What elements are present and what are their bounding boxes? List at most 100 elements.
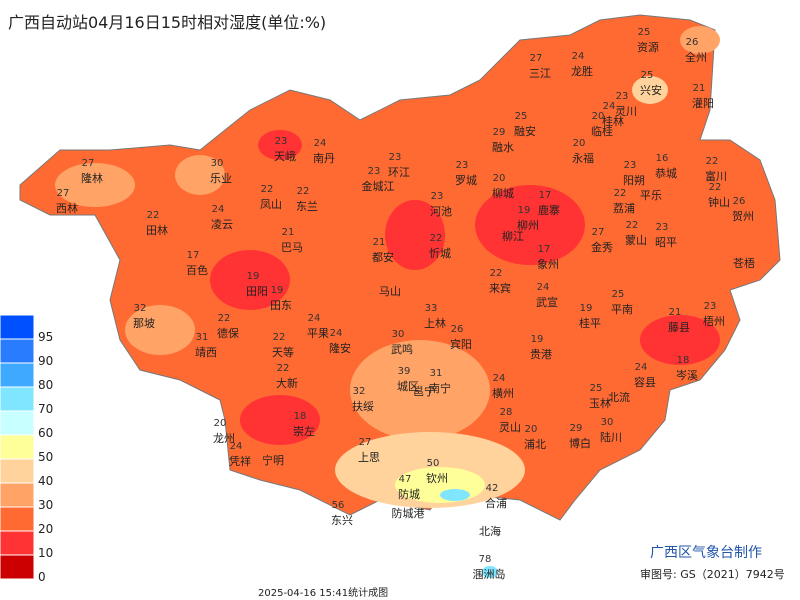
station-value: 24: [493, 373, 506, 384]
station-name: 灌阳: [692, 97, 714, 110]
station-name: 梧州: [703, 314, 725, 328]
station-value: 42: [486, 483, 499, 494]
station-name: 隆林: [81, 171, 103, 185]
station-value: 47: [399, 474, 412, 485]
station-name: 玉林: [589, 396, 611, 410]
station-value: 23: [431, 191, 444, 202]
station-name: 环江: [388, 166, 410, 179]
legend-swatch: [0, 386, 35, 412]
station-name: 柳江: [502, 229, 524, 243]
station-value: 22: [218, 313, 231, 324]
station-name: 全州: [685, 50, 707, 64]
station-value: 24: [572, 51, 585, 62]
legend-swatch: [0, 506, 35, 532]
station-name: 灵川: [615, 105, 637, 118]
station-value: 22: [261, 184, 274, 195]
station-value: 22: [706, 156, 719, 167]
station-value: 22: [273, 332, 286, 343]
station-name: 德保: [217, 326, 239, 340]
station-value: 31: [196, 332, 209, 343]
timestamp: 2025-04-16 15:41统计成图: [258, 586, 388, 599]
station-name: 临桂: [591, 124, 613, 138]
station-name: 苍梧: [733, 256, 755, 270]
station-name: 富川: [705, 169, 727, 183]
station-value: 17: [187, 250, 200, 261]
station-name: 龙胜: [571, 64, 593, 78]
station-name: 平果: [307, 327, 329, 340]
station-name: 乐业: [210, 172, 232, 185]
legend-label: 0: [38, 570, 46, 584]
station-value: 20: [525, 424, 538, 435]
station-value: 24: [308, 313, 321, 324]
station-value: 28: [500, 407, 513, 418]
station-name: 博白: [569, 436, 591, 450]
approval: 审图号: GS（2021）7942号: [640, 567, 785, 581]
station-value: 78: [479, 554, 492, 565]
legend-swatch: [0, 410, 35, 436]
station-name: 凭祥: [229, 454, 251, 468]
station-value: 17: [539, 190, 552, 201]
station-name: 钦州: [426, 472, 448, 485]
station-value: 25: [515, 111, 528, 122]
station-value: 22: [614, 188, 627, 199]
station-value: 32: [134, 303, 147, 314]
station-value: 22: [277, 363, 290, 374]
station-value: 22: [490, 268, 503, 279]
station-value: 26: [686, 37, 699, 48]
station-value: 20: [214, 418, 227, 429]
station-value: 19: [247, 271, 260, 282]
station-name: 都安: [372, 250, 394, 264]
legend-label: 50: [38, 450, 53, 464]
station-value: 17: [538, 244, 551, 255]
station-name: 南宁: [429, 381, 451, 395]
station-name: 资源: [637, 40, 659, 54]
station-value: 25: [590, 383, 603, 394]
station-value: 29: [493, 127, 506, 138]
station-name: 忻城: [429, 247, 451, 260]
station-name: 横州: [492, 386, 514, 400]
station-value: 19: [531, 334, 544, 345]
station-value: 23: [624, 160, 637, 171]
station-value: 29: [570, 423, 583, 434]
station-value: 50: [427, 458, 440, 469]
station-value: 20: [493, 173, 506, 184]
station-value: 21: [669, 307, 682, 318]
station-name: 灵山: [499, 421, 521, 434]
station-value: 32: [353, 386, 366, 397]
station-value: 20: [573, 138, 586, 149]
station-name: 百色: [186, 263, 208, 277]
station-name: 蒙山: [625, 234, 647, 247]
station-value: 24: [212, 204, 225, 215]
station-name: 鹿寨: [538, 203, 560, 217]
station-name: 荔浦: [613, 202, 635, 215]
station-name: 隆安: [329, 341, 351, 355]
station-value: 23: [704, 301, 717, 312]
station-name: 靖西: [195, 346, 217, 359]
station-value: 26: [451, 324, 464, 335]
station-name: 防城: [398, 487, 420, 501]
station-value: 26: [733, 196, 746, 207]
legend-label: 60: [38, 426, 53, 440]
station-name: 北海: [479, 524, 501, 538]
station-name: 金城江: [362, 179, 395, 193]
station-name: 那坡: [133, 317, 155, 330]
station-value: 27: [530, 53, 543, 64]
station-name: 南丹: [313, 152, 335, 165]
station-name: 涠洲岛: [473, 567, 506, 581]
station-name: 巴马: [281, 241, 303, 254]
station-name: 桂平: [579, 316, 601, 330]
station-value: 23: [656, 222, 669, 233]
station-value: 21: [373, 237, 386, 248]
station-name: 金秀: [591, 240, 613, 254]
legend-swatch: [0, 362, 35, 388]
station-value: 27: [57, 188, 70, 199]
station-name: 兴安: [640, 83, 662, 97]
station-value: 25: [641, 70, 654, 81]
station-name: 崇左: [293, 425, 315, 438]
station-value: 30: [392, 329, 405, 340]
station-value: 23: [389, 152, 402, 163]
station-name: 来宾: [489, 281, 511, 295]
legend-swatch: [0, 554, 35, 580]
station-name: 贵港: [530, 348, 552, 361]
